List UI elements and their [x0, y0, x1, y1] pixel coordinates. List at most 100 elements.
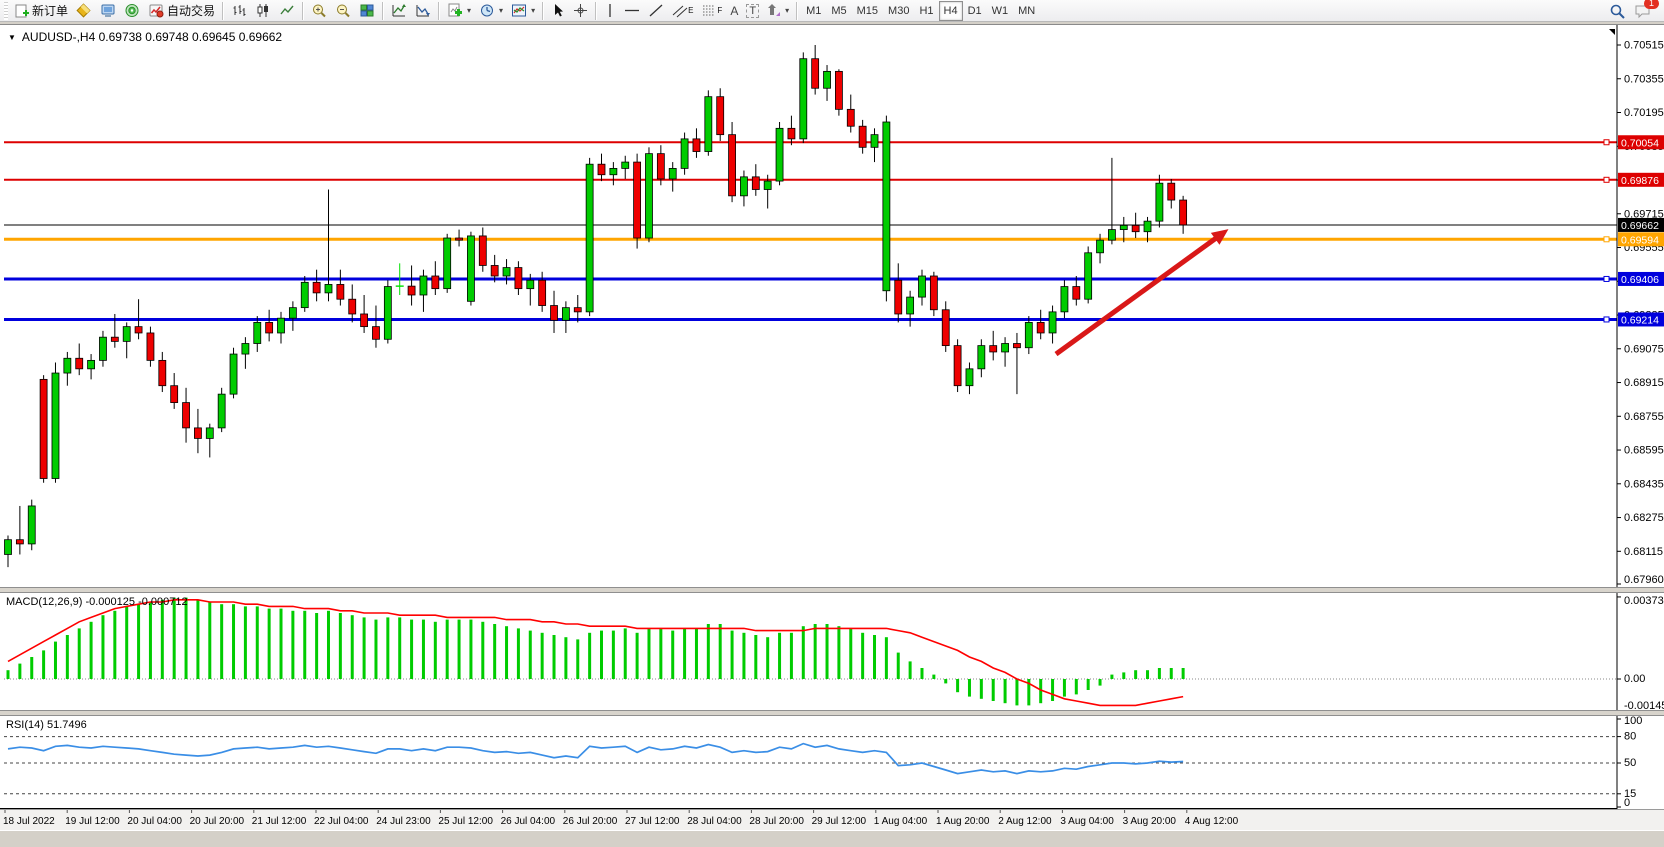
time-axis-label: 3 Aug 20:00: [1123, 816, 1177, 827]
notifications-button[interactable]: 1: [1630, 0, 1659, 21]
new-order-button[interactable]: 新订单: [10, 1, 72, 21]
horizontal-line-button[interactable]: [620, 1, 644, 21]
svg-text:0.68275: 0.68275: [1624, 512, 1664, 524]
time-axis-label: 29 Jul 12:00: [812, 816, 867, 827]
line-chart-icon: [279, 3, 295, 18]
rsi-canvas[interactable]: 100 80 50 150: [0, 716, 1664, 809]
signals-icon: [124, 3, 140, 18]
svg-text:0.68115: 0.68115: [1624, 546, 1663, 558]
svg-text:0.70515: 0.70515: [1624, 40, 1664, 52]
symbols-button[interactable]: [72, 1, 96, 21]
toolbar: 新订单 自动交易: [0, 0, 1664, 22]
zoom-in-button[interactable]: [307, 1, 331, 21]
svg-text:0.68435: 0.68435: [1624, 478, 1664, 490]
terminal-icon: [100, 3, 116, 18]
add-indicator-button[interactable]: ▾: [443, 1, 475, 21]
macd-canvas[interactable]: 0.00373 0.00 -0.00145: [0, 593, 1664, 710]
svg-text:0.70355: 0.70355: [1624, 73, 1664, 85]
toolbar-separator: [595, 1, 598, 20]
auto-trading-icon: [148, 3, 164, 18]
bar-chart-button[interactable]: [227, 1, 251, 21]
auto-trading-button[interactable]: 自动交易: [144, 1, 219, 21]
fibonacci-button[interactable]: F: [697, 1, 726, 21]
dropdown-caret-icon: ▾: [785, 6, 790, 15]
svg-text:0.68755: 0.68755: [1624, 411, 1664, 423]
search-button[interactable]: [1605, 1, 1630, 21]
svg-text:0.70195: 0.70195: [1624, 107, 1664, 119]
terminal-button[interactable]: [96, 1, 120, 21]
fibonacci-icon: [701, 3, 717, 18]
templates-icon: [511, 3, 527, 18]
timeframe-w1-button[interactable]: W1: [987, 1, 1014, 21]
indicator-list-button[interactable]: [411, 1, 435, 21]
annotation-arrow-head: [1210, 229, 1229, 245]
timeframe-m15-button[interactable]: M15: [852, 1, 883, 21]
label-t-icon: T: [746, 3, 760, 18]
time-axis-label: 19 Jul 12:00: [65, 816, 120, 827]
dropdown-caret-icon: ▾: [467, 6, 472, 15]
macd-label: MACD(12,26,9) -0.000125 -0.000712: [6, 596, 188, 608]
add-indicator-icon: [447, 3, 463, 18]
indicator-window-button[interactable]: [387, 1, 411, 21]
timeframe-m1-button[interactable]: M1: [801, 1, 826, 21]
timeframe-m30-button[interactable]: M30: [883, 1, 914, 21]
timeframe-m5-button[interactable]: M5: [826, 1, 851, 21]
tile-windows-button[interactable]: [355, 1, 379, 21]
svg-text:0.69876: 0.69876: [1621, 175, 1659, 187]
price-badge: [1618, 217, 1664, 232]
zoom-out-button[interactable]: [331, 1, 355, 21]
toolbar-grip[interactable]: [4, 1, 8, 20]
time-axis[interactable]: 18 Jul 2022 19 Jul 12:00 20 Jul 04:00 20 Ju…: [0, 809, 1664, 830]
price-badge: [1618, 271, 1664, 286]
time-axis-label: 28 Jul 04:00: [687, 816, 742, 827]
timeframe-h4-button[interactable]: H4: [938, 0, 963, 21]
indicator-list-icon: [415, 3, 431, 18]
trendline-button[interactable]: [644, 1, 668, 21]
main-chart-canvas[interactable]: 0.705150.703550.701950.700350.698750.697…: [0, 25, 1664, 587]
chart-window: 0.705150.703550.701950.700350.698750.697…: [0, 24, 1664, 847]
timeframe-d1-button[interactable]: D1: [963, 1, 987, 21]
window-bottom-edge: [0, 830, 1664, 847]
timeframe-h1-button[interactable]: H1: [914, 1, 938, 21]
time-axis-label: 2 Aug 12:00: [998, 816, 1052, 827]
svg-text:80: 80: [1624, 731, 1636, 743]
chart-shift-marker: [1609, 29, 1615, 35]
symbol-dropdown-icon[interactable]: ▼: [8, 32, 16, 42]
cursor-button[interactable]: [547, 1, 569, 21]
time-axis-label: 26 Jul 04:00: [501, 816, 556, 827]
arrows-button[interactable]: ▾: [763, 1, 793, 21]
search-icon: [1609, 3, 1626, 19]
timeframe-mn-button[interactable]: MN: [1013, 1, 1040, 21]
channel-e-label: E: [688, 6, 694, 15]
price-badge: [1618, 312, 1664, 327]
templates-button[interactable]: ▾: [507, 1, 539, 21]
vertical-line-button[interactable]: [600, 1, 620, 21]
bar-chart-icon: [231, 3, 247, 18]
line-handle: [1603, 139, 1610, 146]
equidistant-channel-button[interactable]: E: [668, 1, 697, 21]
toolbar-separator: [438, 1, 441, 20]
main-chart-panel: 0.705150.703550.701950.700350.698750.697…: [0, 25, 1664, 587]
toolbar-separator: [382, 1, 385, 20]
crosshair-button[interactable]: [569, 1, 592, 21]
text-label-button[interactable]: T: [742, 1, 763, 21]
horizontal-line-icon: [624, 3, 640, 18]
panel-splitter[interactable]: [0, 710, 1664, 716]
cursor-icon: [551, 3, 565, 18]
line-chart-button[interactable]: [275, 1, 299, 21]
panel-splitter[interactable]: [0, 587, 1664, 593]
line-handle: [1603, 176, 1610, 183]
text-button[interactable]: A: [726, 1, 742, 21]
price-badge: [1618, 172, 1664, 187]
annotation-arrow: [1054, 231, 1224, 357]
chart-title-text: AUDUSD-,H4 0.69738 0.69748 0.69645 0.696…: [21, 30, 283, 44]
auto-trading-label: 自动交易: [167, 4, 216, 18]
signals-button[interactable]: [120, 1, 144, 21]
time-axis-label: 20 Jul 20:00: [190, 816, 245, 827]
periods-button[interactable]: ▾: [475, 1, 507, 21]
rsi-panel: 100 80 50 15 0 RSI(14) 51.7496: [0, 716, 1664, 809]
candlestick-chart-button[interactable]: [251, 1, 275, 21]
chart-title: ▼ AUDUSD-,H4 0.69738 0.69748 0.69645 0.6…: [8, 30, 282, 44]
time-axis-label: 27 Jul 12:00: [625, 816, 680, 827]
